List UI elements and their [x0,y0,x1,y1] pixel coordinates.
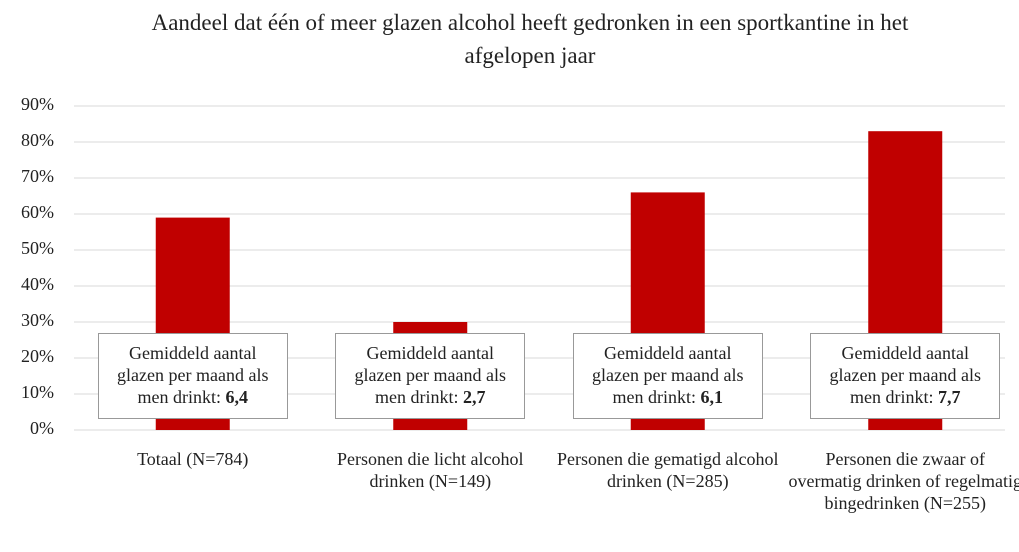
y-tick-label: 50% [21,238,54,258]
y-tick-label: 0% [30,418,54,438]
y-tick-label: 80% [21,130,54,150]
y-tick-label: 90% [21,94,54,114]
annotation-value: 6,4 [225,387,249,407]
y-tick-label: 40% [21,274,54,294]
annotation-text: Gemiddeld aantal glazen per maand als me… [117,343,269,407]
x-tick-label: Personen die zwaar of overmatig drinken … [788,449,1019,513]
y-tick-label: 70% [21,166,54,186]
annotation-text: Gemiddeld aantal glazen per maand als me… [354,343,506,407]
x-tick-label: Personen die gematigd alcohol drinken (N… [557,449,779,491]
annotation-box: Gemiddeld aantal glazen per maand als me… [810,333,1001,419]
y-tick-label: 10% [21,382,54,402]
x-tick-label: Totaal (N=784) [137,449,249,469]
x-tick-label: Personen die licht alcohol drinken (N=14… [337,449,524,491]
annotation-text: Gemiddeld aantal glazen per maand als me… [829,343,981,407]
y-tick-label: 30% [21,310,54,330]
y-tick-label: 20% [21,346,54,366]
annotation-text: Gemiddeld aantal glazen per maand als me… [592,343,744,407]
annotation-box: Gemiddeld aantal glazen per maand als me… [335,333,526,419]
annotation-value: 6,1 [700,387,724,407]
annotation-value: 7,7 [938,387,961,407]
annotation-value: 2,7 [463,387,486,407]
chart-title: Aandeel dat één of meer glazen alcohol h… [151,10,909,68]
annotation-box: Gemiddeld aantal glazen per maand als me… [97,333,288,419]
y-tick-label: 60% [21,202,54,222]
annotation-box: Gemiddeld aantal glazen per maand als me… [572,333,763,419]
